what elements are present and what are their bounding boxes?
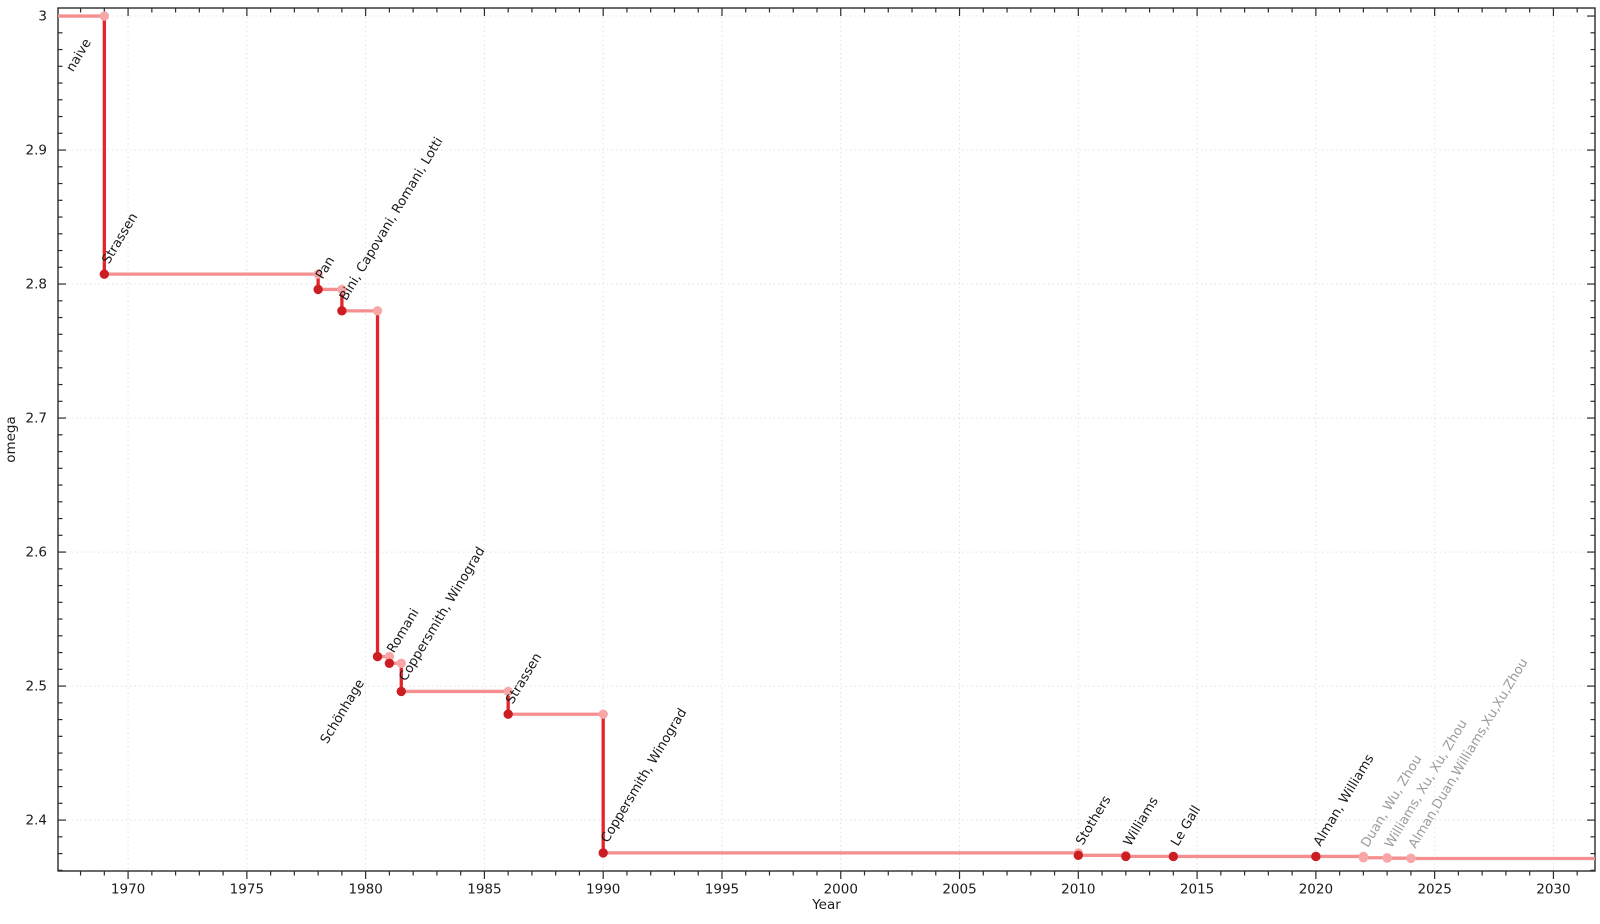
data-point-marker [1382,853,1392,863]
y-axis-label: omega [3,416,19,463]
data-point-marker [503,709,513,719]
data-point-marker [1358,853,1369,863]
data-point-marker [313,284,323,295]
x-tick-label: 1980 [348,882,382,898]
step-corner-marker [396,658,406,668]
x-tick-label: 2030 [1536,882,1570,898]
data-point-marker [1406,853,1416,864]
x-tick-label: 1985 [467,882,501,898]
axes-box [57,7,1596,872]
data-point-marker [1168,851,1179,862]
y-tick-label: 2.9 [26,143,47,159]
x-tick-label: 2000 [824,882,858,898]
step-corner-marker [313,269,323,279]
data-point-marker [1311,851,1321,862]
tick-labels: 1970 1975 1980 1985 1990 1995 2000 2005 2010 2015… [3,9,1571,913]
x-tick-label: 2015 [1180,882,1214,898]
y-tick-label: 2.6 [26,545,47,561]
x-tick-label: 2020 [1299,882,1333,898]
x-tick-label: 1970 [111,882,145,898]
y-tick-label: 3 [38,9,47,25]
x-tick-label: 1995 [705,882,739,898]
step-corner-marker [372,306,383,316]
step-corner-marker [598,709,608,719]
x-tick-label: 1990 [586,882,620,898]
data-point-marker [598,848,608,858]
data-point-marker [1073,850,1084,861]
data-point-marker [337,306,347,316]
x-tick-label: 2025 [1417,882,1451,898]
y-tick-label: 2.4 [26,813,47,829]
data-point-marker [1121,851,1131,862]
y-tick-label: 2.5 [26,679,47,695]
series-markers [99,269,1416,864]
y-tick-label: 2.8 [26,277,47,293]
step-corner-marker [337,284,347,295]
y-tick-label: 2.7 [26,411,47,427]
ticks [58,8,1595,879]
x-tick-label: 1975 [230,882,264,898]
data-point-marker [384,658,395,668]
data-point-marker [372,651,383,662]
step-corner-marker [99,11,110,21]
data-point-marker [99,269,110,279]
x-tick-label: 2005 [942,882,976,898]
x-axis-label: Year [811,897,841,913]
step-corner-marker [503,686,513,697]
step-corner-marker [384,651,395,662]
x-tick-label: 2010 [1061,882,1095,898]
data-point-marker [396,686,406,697]
